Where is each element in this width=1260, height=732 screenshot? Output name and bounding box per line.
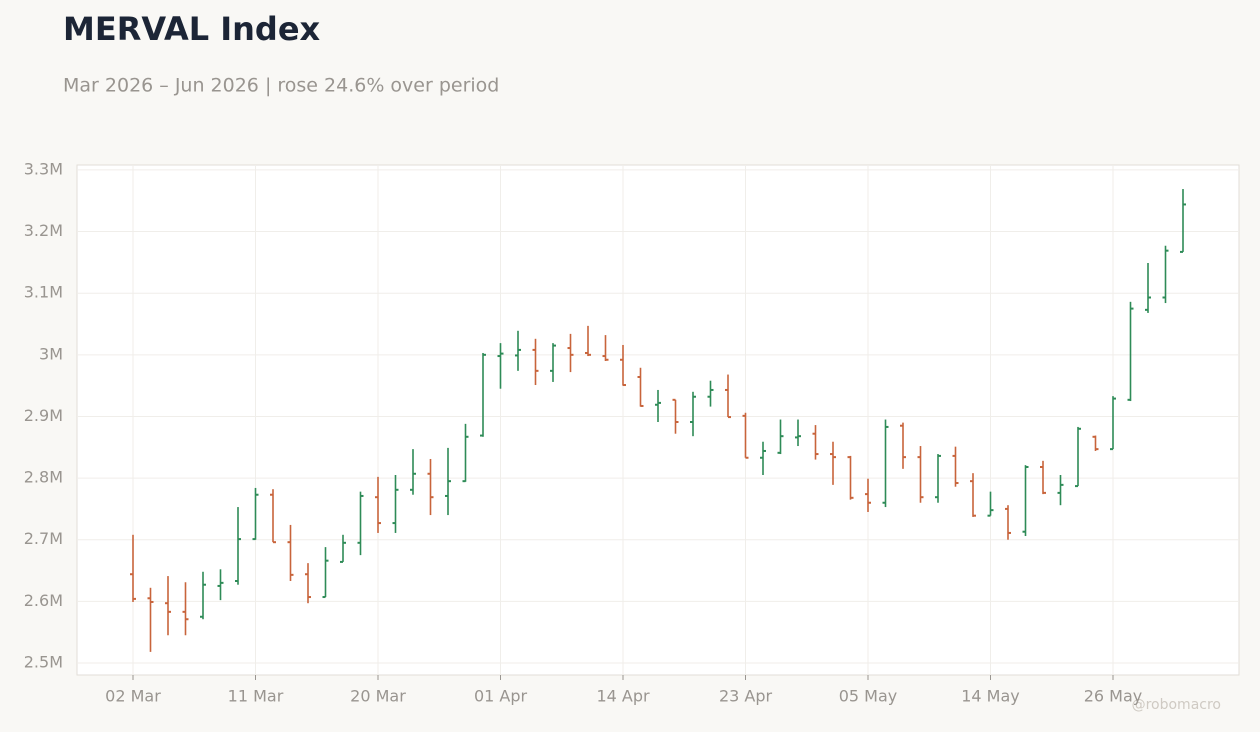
x-tick-label: 02 Mar [105,687,161,706]
y-tick-label: 3.3M [24,159,63,178]
y-tick-label: 2.7M [24,529,63,548]
x-tick-label: 11 Mar [228,687,284,706]
x-tick-label: 01 Apr [474,687,528,706]
chart-title: MERVAL Index [63,10,321,48]
y-tick-label: 3.1M [24,283,63,302]
y-tick-label: 2.5M [24,652,63,671]
x-tick-label: 14 May [961,687,1020,706]
y-tick-label: 2.8M [24,468,63,487]
x-tick-label: 14 Apr [596,687,650,706]
y-tick-label: 3.2M [24,221,63,240]
x-tick-label: 20 Mar [350,687,406,706]
x-tick-label: 05 May [839,687,898,706]
chart-subtitle: Mar 2026 – Jun 2026 | rose 24.6% over pe… [63,75,499,97]
x-tick-label: 23 Apr [719,687,773,706]
y-tick-label: 2.6M [24,591,63,610]
x-tick-label: 26 May [1084,687,1143,706]
watermark: @robomacro [1132,697,1221,713]
y-tick-label: 2.9M [24,406,63,425]
y-tick-label: 3M [39,344,63,363]
